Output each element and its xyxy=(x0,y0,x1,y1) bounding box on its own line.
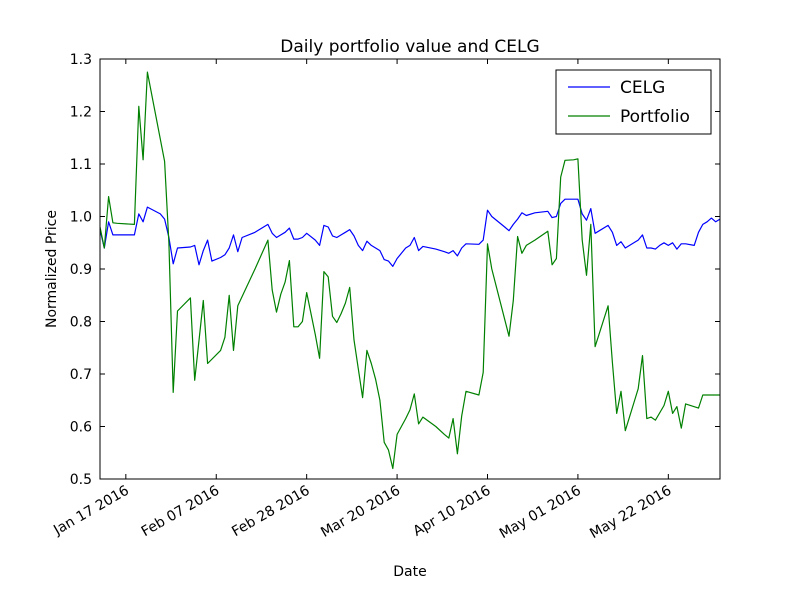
y-tick-label: 1.1 xyxy=(70,157,92,173)
y-tick-label: 0.8 xyxy=(70,315,92,331)
series-layer xyxy=(99,71,721,470)
series-line-portfolio xyxy=(99,71,720,470)
y-tick-label: 1.3 xyxy=(70,52,92,68)
y-axis-label: Normalized Price xyxy=(44,210,60,328)
y-tick-label: 1.2 xyxy=(70,105,92,121)
chart-title: Daily portfolio value and CELG xyxy=(280,37,539,57)
y-tick-label: 0.7 xyxy=(70,367,92,383)
y-tick-label: 0.6 xyxy=(70,420,92,436)
series-line-celg xyxy=(99,198,721,267)
y-tick-label: 1.0 xyxy=(70,210,92,226)
legend: CELG Portfolio xyxy=(555,69,712,135)
x-axis-label: Date xyxy=(393,564,426,580)
y-tick-label: 0.9 xyxy=(70,262,92,278)
legend-label-portfolio: Portfolio xyxy=(620,107,690,127)
y-axis: 0.5 0.6 0.7 0.8 0.9 1.0 1.1 1.2 1.3 xyxy=(70,52,720,488)
y-tick-label: 0.5 xyxy=(70,472,92,488)
legend-box xyxy=(555,69,712,135)
legend-label-celg: CELG xyxy=(620,78,665,98)
